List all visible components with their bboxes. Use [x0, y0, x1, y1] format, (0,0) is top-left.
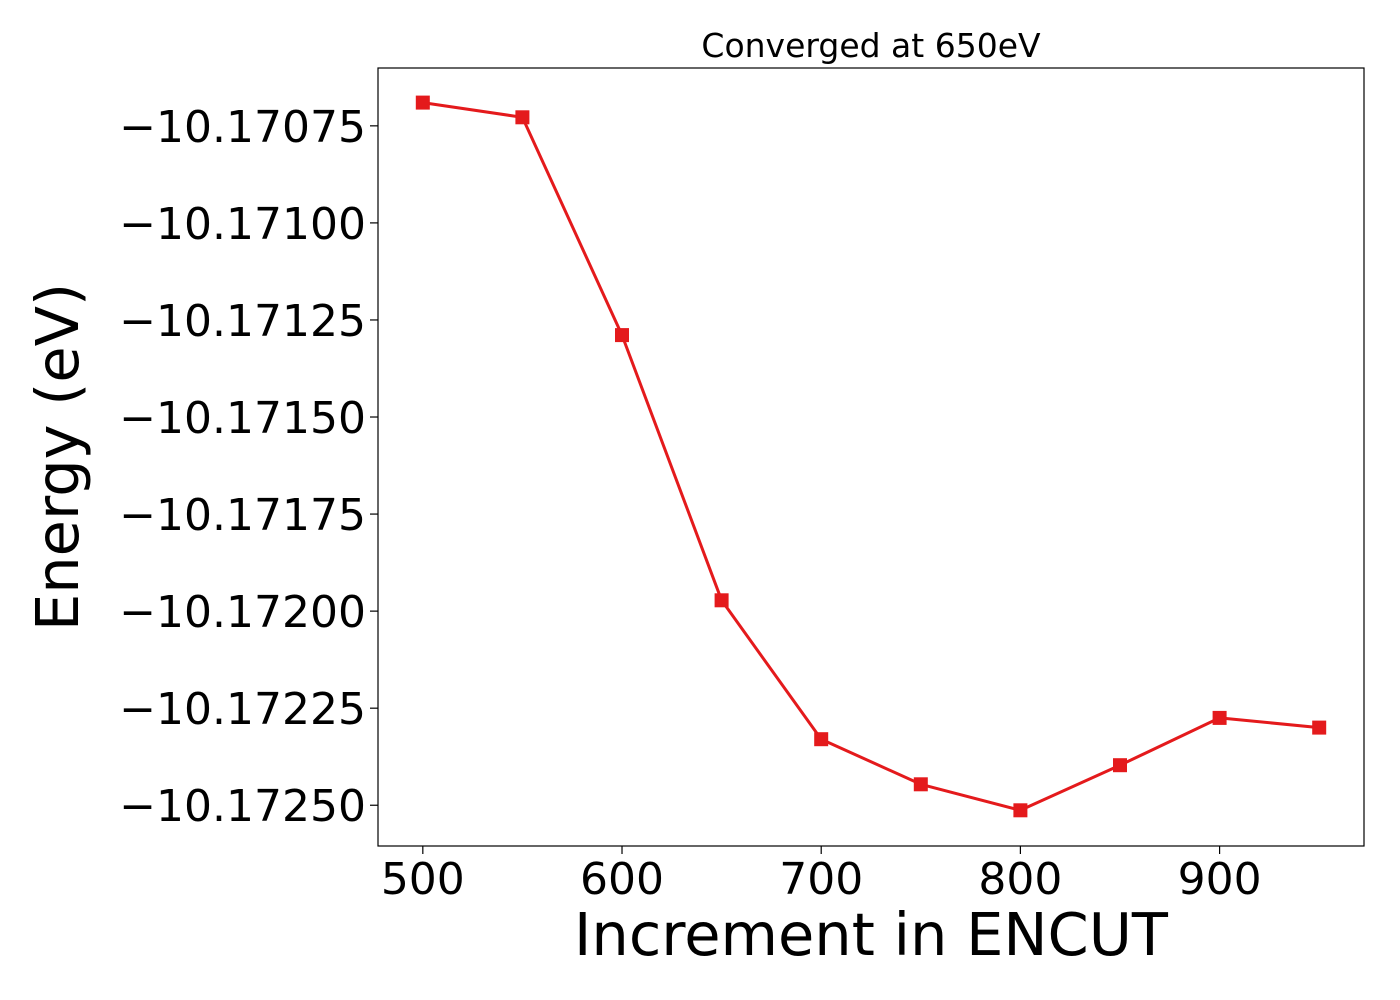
- y-tick-label: −10.17175: [119, 490, 366, 541]
- x-axis-label: Increment in ENCUT: [574, 900, 1169, 969]
- y-tick-label: −10.17250: [119, 781, 366, 832]
- x-axis-ticks: 500 600 700 800 900: [381, 846, 1262, 905]
- data-point-marker: [913, 777, 928, 792]
- data-point-marker: [1312, 720, 1327, 735]
- y-tick-label: −10.17225: [119, 684, 366, 735]
- y-tick-label: −10.17100: [119, 199, 366, 250]
- data-point-marker: [714, 593, 729, 608]
- x-tick-label: 700: [779, 854, 863, 905]
- x-tick-label: 900: [1178, 854, 1262, 905]
- y-tick-label: −10.17150: [119, 393, 366, 444]
- series-markers: [415, 95, 1327, 818]
- data-point-marker: [1113, 758, 1127, 773]
- x-tick-label: 600: [580, 854, 664, 905]
- y-tick-label: −10.17075: [119, 102, 366, 153]
- series-line-energy: [422, 101, 1320, 812]
- data-point-marker: [814, 732, 829, 747]
- data-point-marker: [1013, 803, 1028, 818]
- x-tick-label: 500: [381, 854, 465, 905]
- y-axis-label: Energy (eV): [23, 283, 92, 631]
- data-point-marker: [515, 110, 530, 125]
- axes-frame: [377, 67, 1365, 847]
- chart-title: Converged at 650eV: [701, 26, 1041, 65]
- y-tick-label: −10.17200: [119, 587, 366, 638]
- data-point-marker: [415, 95, 430, 110]
- y-axis-ticks: −10.17075 −10.17100 −10.17125 −10.17150 −10.…: [119, 102, 378, 832]
- data-point-marker: [1212, 710, 1227, 725]
- data-point-marker: [615, 328, 629, 343]
- y-tick-label: −10.17125: [119, 296, 366, 347]
- plot-area: [377, 67, 1365, 847]
- x-tick-label: 800: [978, 854, 1062, 905]
